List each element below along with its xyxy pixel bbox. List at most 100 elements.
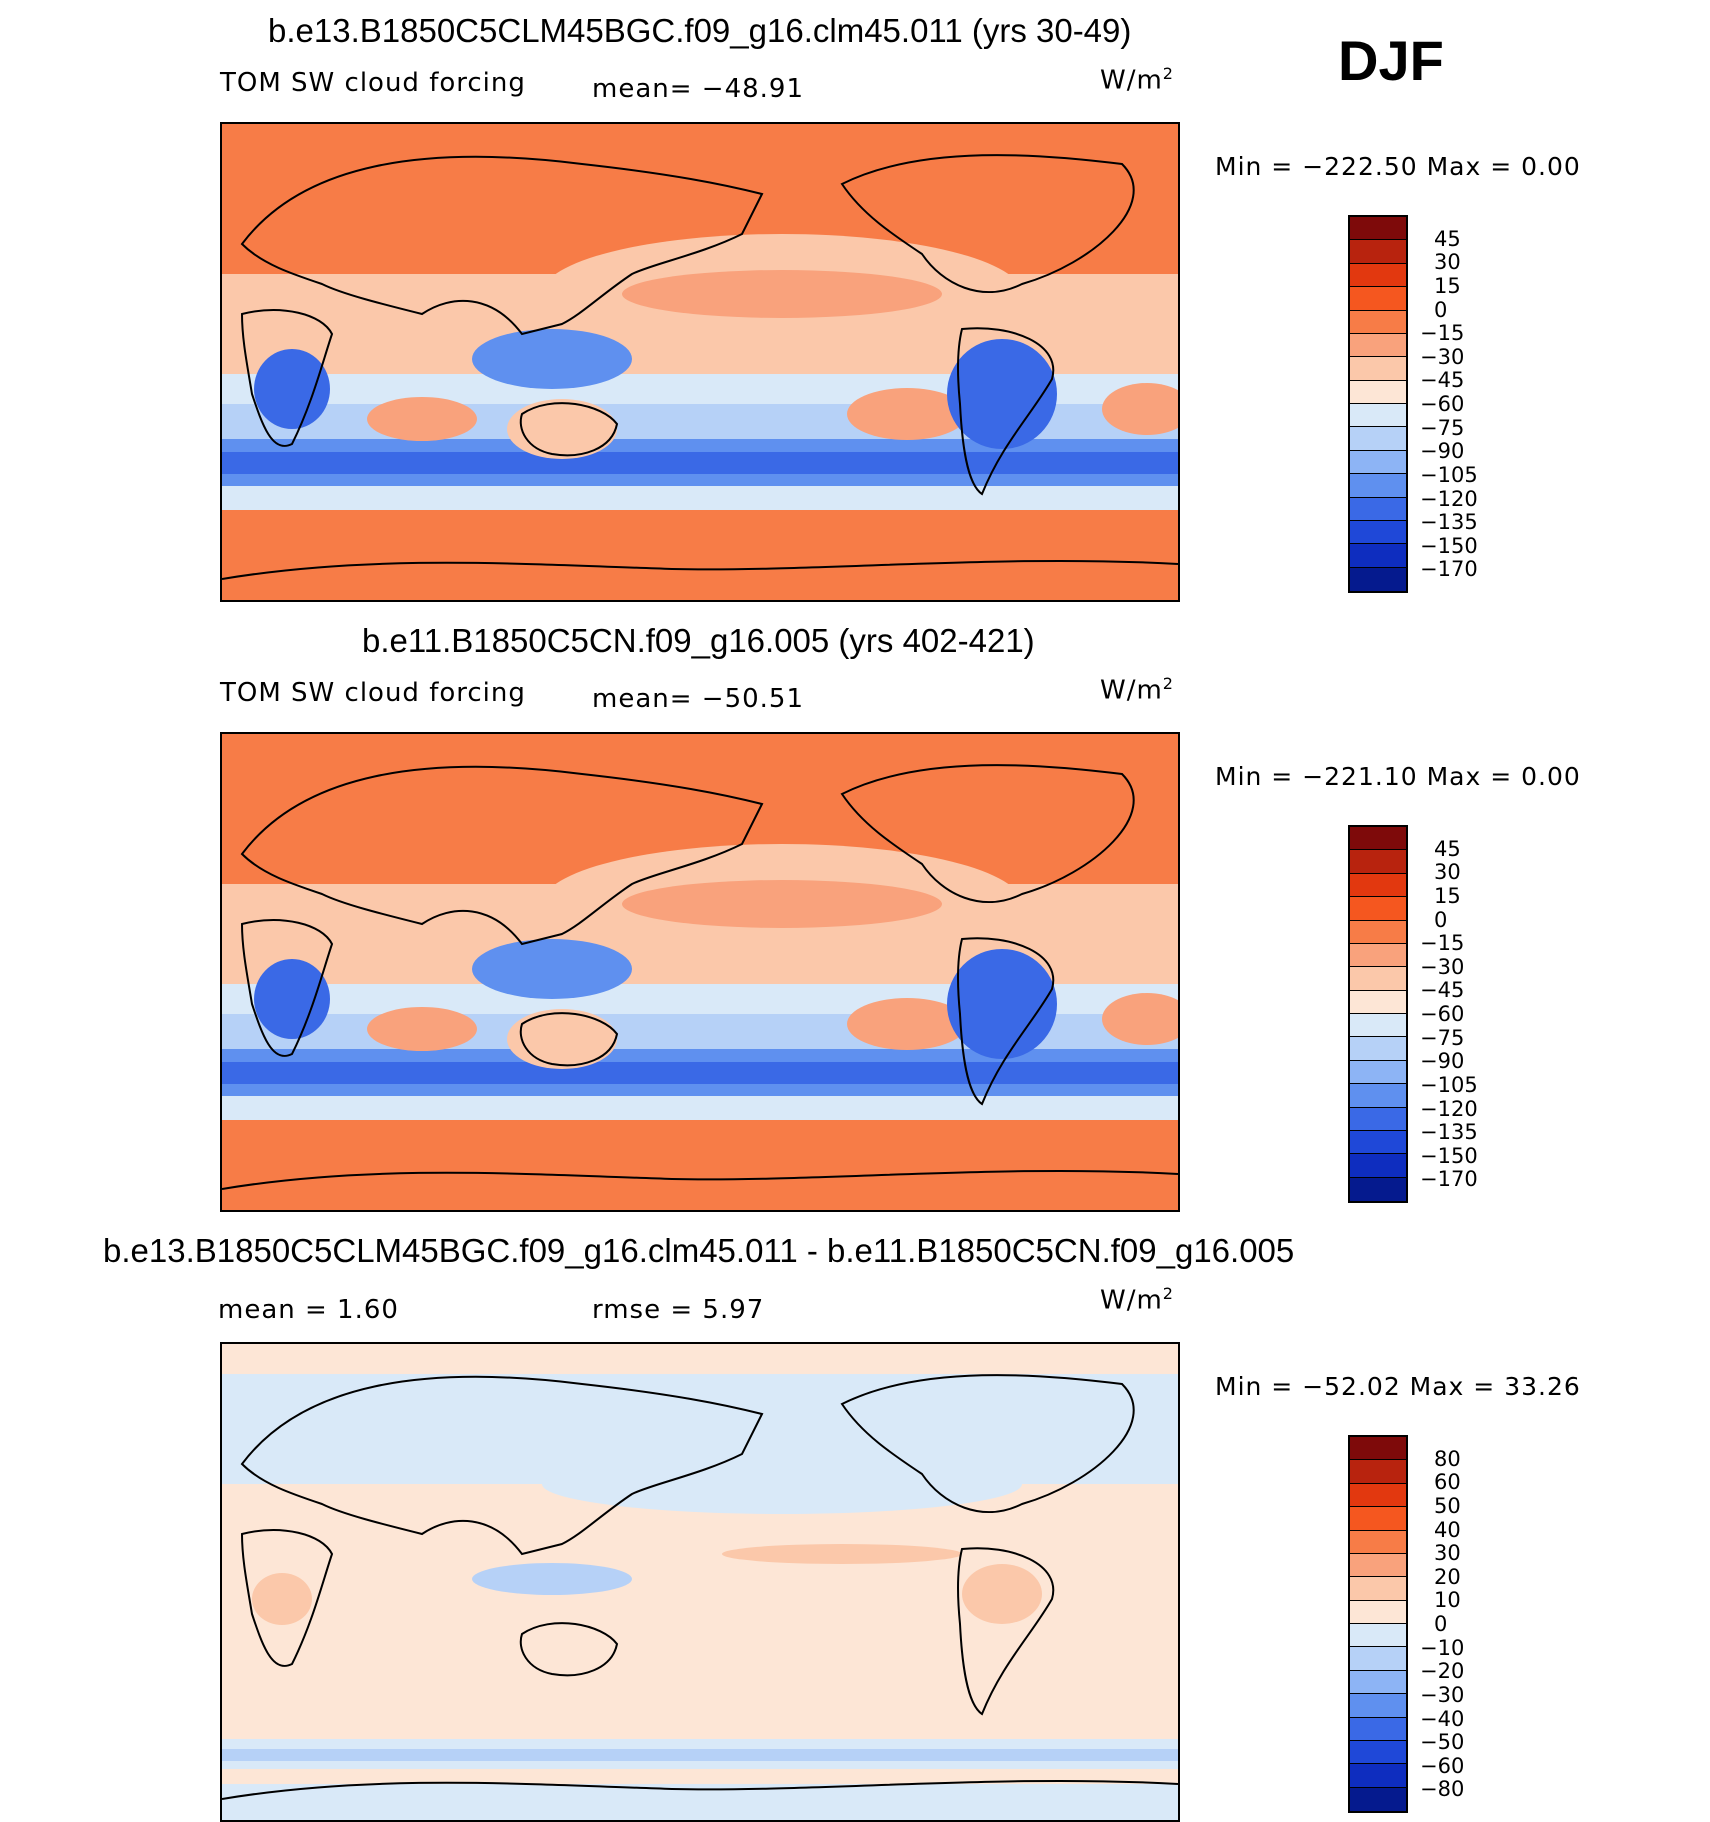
maritime-continent-cloud: [472, 329, 632, 389]
panel2-units: W/m2: [1100, 674, 1174, 706]
colorbar-tick-label: −10: [1420, 1635, 1465, 1660]
colorbar-segment: [1350, 1177, 1406, 1201]
colorbar-tick-label: 60: [1434, 1470, 1461, 1495]
colorbar-segment: [1350, 1717, 1406, 1741]
colorbar-tick-label: −30: [1420, 344, 1465, 369]
colorbar-tick-label: −30: [1420, 954, 1465, 979]
panel3-rmse-label: rmse = 5.97: [592, 1295, 765, 1325]
colorbar-tick-label: −60: [1420, 1753, 1465, 1778]
coastline-antarctica: [222, 1169, 1178, 1190]
colorbar-segment: [1350, 310, 1406, 334]
colorbar-segment: [1350, 1600, 1406, 1624]
colorbar-segment: [1350, 474, 1406, 498]
panel1-colorbar: [1348, 215, 1408, 593]
colorbar-tick-label: −15: [1420, 931, 1465, 956]
colorbar-segment: [1350, 357, 1406, 381]
colorbar-segment: [1350, 1154, 1406, 1178]
coastline-south-america: [956, 327, 1055, 496]
colorbar-segment: [1350, 287, 1406, 311]
panel2-title: b.e11.B1850C5CN.f09_g16.005 (yrs 402-421…: [362, 622, 1035, 659]
colorbar-segment: [1350, 1740, 1406, 1765]
panel2-map: [220, 732, 1180, 1212]
colorbar-segment: [1350, 920, 1406, 944]
coastline-south-america: [956, 1547, 1055, 1716]
colorbar-tick-label: −60: [1420, 1002, 1465, 1026]
units-base: W/m: [1100, 65, 1163, 96]
panel2-minmax: Min = −221.10 Max = 0.00: [1215, 762, 1581, 791]
colorbar-tick-label: −90: [1420, 1049, 1465, 1074]
coastline-eurasia: [240, 155, 764, 336]
south-pacific-high: [847, 388, 967, 440]
colorbar-tick-label: −75: [1420, 1025, 1465, 1050]
coastline-eurasia: [240, 1375, 764, 1556]
colorbar-segment: [1350, 897, 1406, 921]
amazon-positive: [962, 1564, 1042, 1624]
season-label: DJF: [1338, 29, 1444, 92]
colorbar-tick-label: −60: [1420, 392, 1465, 416]
colorbar-segment: [1350, 1483, 1406, 1508]
north-pacific-positive: [722, 1544, 962, 1564]
colorbar-segment: [1350, 380, 1406, 404]
colorbar-segment: [1350, 450, 1406, 475]
panel2-variable-label: TOM SW cloud forcing: [220, 678, 526, 708]
colorbar-segment: [1350, 1130, 1406, 1155]
amazon-cloud: [947, 949, 1057, 1059]
colorbar-segment: [1350, 943, 1406, 968]
amazon-cloud: [947, 339, 1057, 449]
panel3-minmax: Min = −52.02 Max = 33.26: [1215, 1372, 1581, 1401]
colorbar-segment: [1350, 1460, 1406, 1484]
panel3-title: b.e13.B1850C5CLM45BGC.f09_g16.clm45.011 …: [103, 1232, 1295, 1269]
colorbar-tick-label: −120: [1420, 1096, 1478, 1121]
colorbar-tick-label: 30: [1434, 250, 1461, 275]
colorbar-tick-label: −150: [1420, 533, 1478, 558]
colorbar-segment: [1350, 1437, 1406, 1461]
colorbar-segment: [1350, 1624, 1406, 1648]
colorbar-tick-label: −120: [1420, 486, 1478, 511]
colorbar-tick-label: −40: [1420, 1706, 1465, 1731]
maritime-negative: [472, 1563, 632, 1595]
colorbar-segment: [1350, 1670, 1406, 1695]
colorbar-segment: [1350, 1553, 1406, 1578]
colorbar-segment: [1350, 1647, 1406, 1671]
colorbar-tick-label: −170: [1420, 1167, 1478, 1192]
colorbar-tick-label: −135: [1420, 510, 1478, 535]
south-atlantic-high: [1102, 383, 1178, 435]
south-indian-high: [367, 397, 477, 441]
colorbar-tick-label: 45: [1434, 836, 1461, 861]
colorbar-tick-label: 45: [1434, 226, 1461, 251]
colorbar-segment: [1350, 1084, 1406, 1108]
panel3-mean-label: mean = 1.60: [218, 1295, 399, 1325]
australia-field: [507, 1009, 617, 1069]
units-exponent: 2: [1162, 674, 1174, 693]
panel1-colorbar-ticks: 45 30 15 0 −15 −30 −45 −60 −75 −90 −105 −120 −135 −15…: [1420, 215, 1520, 593]
colorbar-segment: [1350, 1037, 1406, 1061]
colorbar-tick-label: 0: [1434, 1612, 1448, 1636]
coastline-eurasia: [240, 765, 764, 946]
north-pacific-core: [622, 880, 942, 928]
colorbar-segment: [1350, 873, 1406, 898]
panel1-variable-label: TOM SW cloud forcing: [220, 68, 526, 98]
north-pacific-negative: [542, 1454, 1022, 1514]
colorbar-tick-label: −90: [1420, 439, 1465, 464]
coastline-north-america: [840, 1374, 1135, 1513]
colorbar-tick-label: 80: [1434, 1446, 1461, 1471]
colorbar-tick-label: 0: [1434, 907, 1448, 932]
units-exponent: 2: [1162, 1284, 1174, 1303]
colorbar-segment: [1350, 850, 1406, 874]
colorbar-segment: [1350, 1577, 1406, 1601]
colorbar-tick-label: −45: [1420, 368, 1465, 393]
colorbar-tick-label: 30: [1434, 1541, 1461, 1566]
colorbar-segment: [1350, 1764, 1406, 1788]
panel3-colorbar-ticks: 80 60 50 40 30 20 10 0 −10 −20 −30 −40 −50 −60 −80: [1420, 1435, 1520, 1813]
colorbar-segment: [1350, 1530, 1406, 1554]
colorbar-segment: [1350, 217, 1406, 241]
coastline-north-america: [840, 154, 1135, 293]
africa-cloud: [254, 959, 330, 1039]
colorbar-segment: [1350, 1060, 1406, 1085]
panel3-colorbar: [1348, 1435, 1408, 1813]
antarctic-field: [222, 1120, 1178, 1210]
colorbar-segment: [1350, 1507, 1406, 1531]
africa-positive: [252, 1573, 312, 1625]
north-pacific-core: [622, 270, 942, 318]
colorbar-tick-label: −105: [1420, 1072, 1478, 1097]
